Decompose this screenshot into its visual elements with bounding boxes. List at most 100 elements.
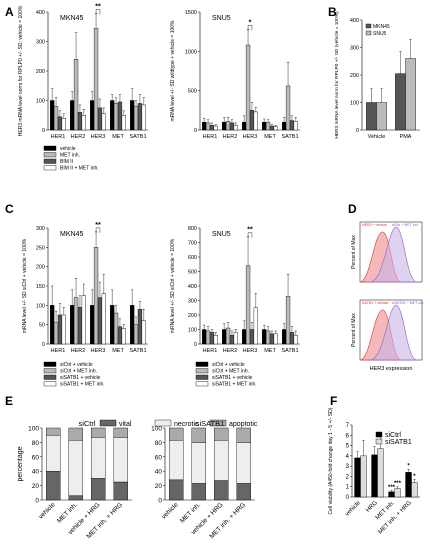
y-axis-label: Percent of Max <box>351 313 357 347</box>
y-tick-label: 0 <box>194 128 197 134</box>
histogram-treated <box>369 304 417 361</box>
bar <box>141 104 146 131</box>
category-label: MET <box>264 348 276 354</box>
legend-label: BIM II <box>60 159 73 165</box>
category-label: HER3 <box>91 348 106 354</box>
y-tick-label: 200 <box>36 265 45 271</box>
chart-title: SNU5 <box>212 231 231 238</box>
y-tick-label: 3 <box>346 464 350 470</box>
bar <box>209 125 215 131</box>
bar <box>285 295 291 345</box>
bar <box>97 297 103 345</box>
stacked-segment <box>46 427 61 436</box>
significance-label: * <box>407 464 410 470</box>
bar <box>89 305 95 345</box>
legend-label: siCtrl <box>385 432 401 439</box>
panel-letter-D: D <box>348 202 357 216</box>
bar <box>121 115 127 131</box>
category-label: SATB1 <box>129 348 146 354</box>
legend-swatch <box>43 361 57 367</box>
y-tick-label: 1500 <box>185 10 197 16</box>
bar <box>366 102 377 131</box>
chart-A1: 0 100 200 300 400 HER1 HER2 HER3 MET SATB1 ** MKN45… <box>18 3 148 140</box>
category-label: HER1 <box>51 348 66 354</box>
legend-label: siCtrl + vehicle <box>212 362 245 368</box>
bar <box>221 121 227 131</box>
bar <box>269 125 275 131</box>
bar <box>233 332 238 345</box>
y-tick-label: 0 <box>346 495 350 501</box>
legend-label: siSATB1 <box>385 439 412 446</box>
category-label: vehicle <box>37 501 57 521</box>
bar <box>229 335 235 345</box>
bar <box>81 295 87 345</box>
y-tick-label: 100 <box>28 426 39 433</box>
y-tick-label: 100 <box>151 426 162 433</box>
chart-C1: 0 50 100 150 200 250 300 HER1 HER2 HER3 MET SATB1 **… <box>22 222 148 354</box>
chart-C2: 0 100 200 300 400 500 600 700 800 HER1 HER2 HER3 MET… <box>170 226 300 354</box>
stacked-segment <box>214 480 229 501</box>
legend-swatch <box>43 165 57 171</box>
y-tick-label: 20 <box>32 483 40 490</box>
chart-title: SNU5 <box>212 15 231 22</box>
bar <box>93 28 99 131</box>
stacked-segment <box>214 427 229 441</box>
y-tick-label: 5 <box>346 444 350 450</box>
legend-label: vital <box>119 421 132 428</box>
y-axis-label: mRNA level +/- SD siCtrl + vehicle = 100… <box>22 238 28 333</box>
y-tick-label: 0 <box>35 498 39 505</box>
bar <box>354 457 361 498</box>
bar <box>73 59 79 131</box>
bar <box>262 121 267 131</box>
legend-label: siCtrl + MET inh. <box>60 369 97 375</box>
significance-label: * <box>413 474 416 480</box>
bar <box>253 307 258 345</box>
category-label: HER2 <box>223 348 238 354</box>
group-title: siSATB1 <box>196 419 225 428</box>
legend-swatch <box>43 374 57 380</box>
y-tick-label: 150 <box>36 284 45 290</box>
bar <box>209 332 215 345</box>
legend-label: necrotic <box>174 421 199 428</box>
y-tick-label: 100 <box>188 328 197 334</box>
significance-label: ** <box>95 3 101 10</box>
legend-swatch <box>209 419 227 427</box>
bar <box>53 322 59 345</box>
y-tick-label: 100 <box>350 101 359 107</box>
bar <box>97 107 103 131</box>
bar <box>262 329 267 345</box>
y-tick-label: 100 <box>36 303 45 309</box>
significance-label: ** <box>95 222 101 229</box>
stacked-segment <box>46 435 61 472</box>
y-tick-label: 400 <box>36 10 45 16</box>
bar <box>253 111 258 131</box>
y-axis-label: percentage <box>17 446 24 481</box>
y-tick-label: 6 <box>346 433 350 439</box>
bar <box>395 73 406 131</box>
y-tick-label: 20 <box>155 483 163 490</box>
bar <box>69 100 75 131</box>
y-tick-label: 200 <box>350 73 359 79</box>
category-label: HER2 <box>71 348 86 354</box>
chart-title: MKN45 <box>60 231 83 238</box>
bar <box>249 329 255 345</box>
stacked-segment <box>113 427 128 438</box>
y-tick-label: 800 <box>188 226 197 232</box>
legend-label: BIM II + MET inh. <box>60 166 99 172</box>
stacked-segment <box>169 440 184 481</box>
legend-swatch <box>43 158 57 164</box>
category-label: HER1 <box>203 134 218 140</box>
category-label: HER1 <box>203 348 218 354</box>
legend-label: siCtrl + vehicle <box>60 362 93 368</box>
stacked-segment <box>46 471 61 501</box>
bar <box>293 121 298 131</box>
category-label: MET <box>112 348 124 354</box>
bar <box>273 126 278 131</box>
bar <box>57 116 63 131</box>
bar <box>113 312 119 345</box>
